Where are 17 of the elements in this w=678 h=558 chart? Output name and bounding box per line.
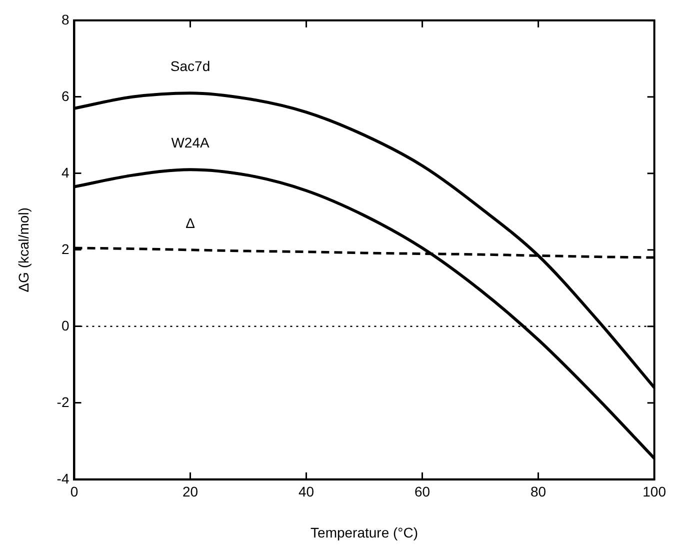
y-tick-label: -4 bbox=[56, 470, 70, 486]
x-axis-title: Temperature (°C) bbox=[310, 524, 418, 540]
y-tick-label: 2 bbox=[61, 240, 70, 257]
x-tick-label: 60 bbox=[414, 484, 430, 500]
y-tick-label: 8 bbox=[61, 11, 70, 28]
series-label: Δ bbox=[186, 214, 195, 231]
y-tick-label: -2 bbox=[56, 394, 70, 410]
series-label: Sac7d bbox=[170, 58, 210, 74]
series-label: W24A bbox=[171, 134, 210, 151]
x-tick-label: 80 bbox=[530, 484, 546, 500]
y-axis-title: ΔG (kcal/mol) bbox=[15, 207, 32, 292]
y-tick-label: 4 bbox=[61, 164, 70, 180]
x-tick-label: 40 bbox=[298, 484, 314, 500]
y-tick-label: 6 bbox=[61, 88, 70, 104]
y-tick-label: 0 bbox=[61, 317, 70, 334]
x-tick-label: 20 bbox=[182, 484, 198, 500]
x-tick-label: 100 bbox=[642, 484, 666, 500]
